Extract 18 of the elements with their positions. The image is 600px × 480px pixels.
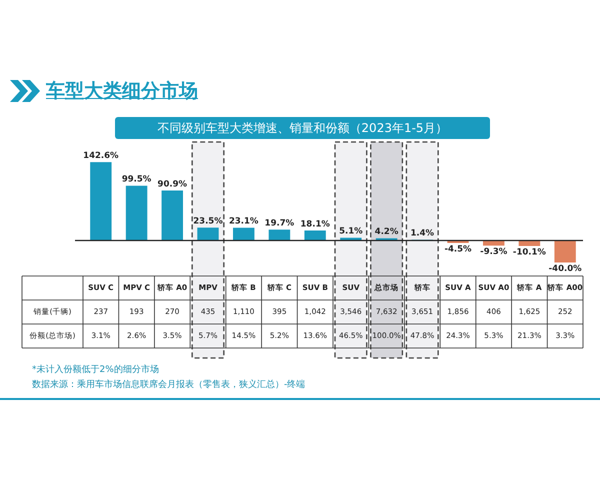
- data-label: 4.2%: [374, 227, 399, 238]
- data-label: -9.3%: [480, 247, 508, 258]
- data-label: 1.4%: [410, 228, 435, 239]
- data-label: 18.1%: [300, 220, 330, 230]
- data-label: 5.1%: [339, 226, 364, 237]
- data-label: 19.7%: [264, 218, 295, 229]
- chart-subtitle: 不同级别车型大类增速、销量和份额（2023年1-5月）: [115, 117, 490, 139]
- data-label: -4.5%: [444, 244, 472, 254]
- text: *未计入份额低于2%的细分市场: [32, 364, 160, 377]
- data-label: 90.9%: [158, 179, 188, 190]
- data-label: -10.1%: [512, 248, 546, 258]
- source-note: 数据来源：乘用车市场信息联席会月报表（零售表，狭义汇总）-终端: [32, 378, 306, 392]
- data-label: 99.5%: [122, 174, 152, 185]
- data-label: -40.0%: [548, 264, 582, 274]
- chart-title: 车型大类细分市场: [46, 79, 198, 104]
- data-label: 23.5%: [193, 216, 224, 227]
- data-label: 23.1%: [228, 216, 259, 227]
- data-label: 142.6%: [83, 151, 120, 162]
